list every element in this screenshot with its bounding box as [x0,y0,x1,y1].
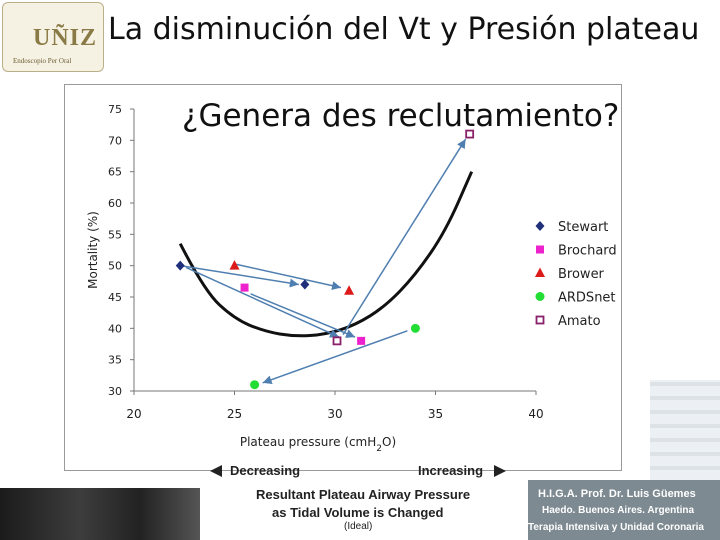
data-point-ardsnet [410,323,420,333]
legend-marker-stewart [535,221,545,231]
footer-image [0,488,200,540]
data-point-brochard [240,283,249,292]
data-point-brower [344,285,355,295]
legend-label-brochard: Brochard [558,244,617,259]
background-decoration [650,380,720,480]
data-point-amato [465,129,475,139]
increasing-label: Increasing [418,463,484,478]
footer-caption-line3: (Ideal) [344,521,373,532]
y-tick-label: 35 [108,354,122,367]
x-tick-label: 30 [327,407,342,421]
slide-title: La disminución del Vt y Presión plateau [108,12,700,47]
x-tick-label: 40 [528,407,543,421]
chart-title: ¿Genera des reclutamiento? [182,98,620,134]
chart-frame [64,84,622,471]
trend-curve [178,171,474,338]
hospital-unit: Terapia Intensiva y Unidad Coronaria [528,522,704,533]
data-point-stewart [300,279,310,290]
legend-marker-brochard [536,245,544,254]
y-tick-label: 70 [108,134,122,147]
decreasing-label: Decreasing [230,463,301,478]
arrow-left-icon [210,465,222,477]
y-tick-label: 55 [108,228,122,241]
change-arrow [342,138,467,335]
y-tick-label: 75 [108,103,122,116]
logo-tagline: Endoscopio Per Oral [13,57,72,65]
y-tick-label: 65 [108,166,122,179]
data-point-amato [332,336,342,346]
logo-text: UÑIZ [33,25,98,51]
data-point-ardsnet [250,380,260,390]
data-point-brower [229,260,240,270]
y-tick-label: 60 [108,197,122,210]
legend-label-brower: Brower [558,267,605,282]
change-arrow [262,330,408,385]
legend-marker-ardsnet [535,292,545,301]
legend-label-stewart: Stewart [558,220,608,235]
change-arrow [185,266,340,338]
y-tick-label: 50 [108,260,122,273]
x-axis-label: Plateau pressure (cmH2O) [240,435,396,454]
legend-marker-brower [535,267,545,277]
footer-caption-line1: Resultant Plateau Airway Pressure [256,487,471,502]
change-arrow [236,263,342,291]
hospital-banner: H.I.G.A. Prof. Dr. Luis Güemes Haedo. Bu… [528,480,720,540]
x-tick-label: 20 [126,407,141,421]
data-point-stewart [175,260,185,271]
legend-label-ardsnet: ARDSnet [558,291,616,306]
x-tick-label: 25 [227,407,242,421]
y-axis-label: Mortality (%) [86,211,100,289]
footer-caption-line2: as Tidal Volume is Changed [272,505,444,520]
arrow-right-icon [494,465,506,477]
y-tick-label: 40 [108,322,122,335]
y-tick-label: 45 [108,291,122,304]
x-tick-label: 35 [428,407,443,421]
hospital-logo: UÑIZ Endoscopio Per Oral [2,2,104,72]
data-point-brochard [357,336,366,345]
y-tick-label: 30 [108,385,122,398]
legend-marker-amato [535,315,545,325]
legend-label-amato: Amato [558,314,601,329]
change-arrow [180,264,299,288]
hospital-location: Haedo. Buenos Aires. Argentina [542,505,695,516]
hospital-name: H.I.G.A. Prof. Dr. Luis Güemes [538,488,696,500]
